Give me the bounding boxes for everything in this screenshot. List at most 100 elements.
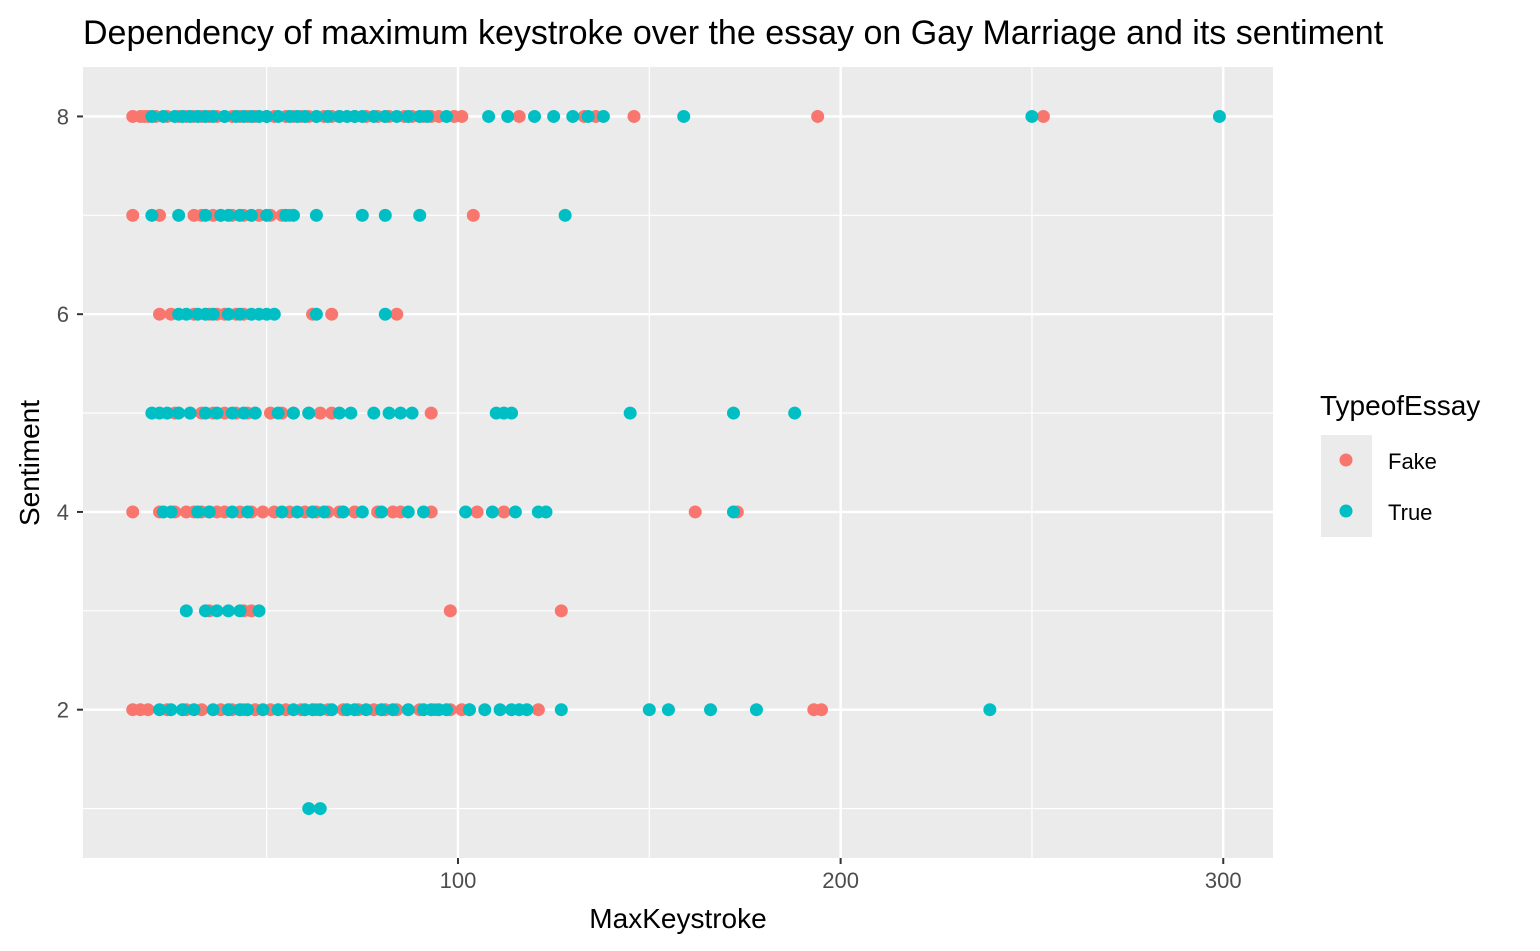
point-true [271,703,285,717]
point-true [344,406,358,420]
point-fake [313,406,327,420]
point-fake [466,208,480,222]
point-true [172,406,186,420]
point-true [394,406,408,420]
point-true [401,109,415,123]
point-true [355,109,369,123]
point-true [198,604,212,618]
point-true [440,109,454,123]
point-true [677,109,691,123]
point-fake [512,109,526,123]
point-true [554,703,568,717]
point-true [145,208,159,222]
point-true [164,505,178,519]
point-true [462,703,476,717]
point-true [210,406,224,420]
point-true [520,703,534,717]
point-true [309,109,323,123]
point-true [367,109,381,123]
legend-title: TypeofEssay [1320,390,1480,421]
point-fake [531,703,545,717]
x-tick-label: 100 [440,868,477,893]
point-true [332,406,346,420]
point-true [306,505,320,519]
point-true [983,703,997,717]
point-true [788,406,802,420]
point-true [325,703,339,717]
point-true [413,208,427,222]
point-true [210,604,224,618]
point-true [164,703,178,717]
point-true [225,505,239,519]
point-true [704,703,718,717]
point-true [225,406,239,420]
point-fake [325,307,339,321]
point-true [581,109,595,123]
point-true [302,406,316,420]
point-true [172,208,186,222]
point-true [233,604,247,618]
point-true [271,109,285,123]
y-tick-label: 4 [57,500,69,525]
point-true [252,604,266,618]
point-true [286,406,300,420]
point-true [749,703,763,717]
point-true [459,505,473,519]
point-true [321,109,335,123]
point-true [478,703,492,717]
point-true [145,109,159,123]
point-true [160,406,174,420]
point-fake [1036,109,1050,123]
point-fake [814,703,828,717]
x-axis-title: MaxKeystroke [589,903,766,934]
point-fake [153,307,167,321]
point-fake [811,109,825,123]
point-true [378,208,392,222]
point-true [267,307,281,321]
point-fake [497,505,511,519]
chart-title: Dependency of maximum keystroke over the… [83,14,1384,52]
point-true [221,604,235,618]
point-true [233,307,247,321]
point-true [566,109,580,123]
point-fake [688,505,702,519]
point-true [156,109,170,123]
legend-label-true: True [1388,500,1432,525]
point-true [1025,109,1039,123]
point-fake [470,505,484,519]
point-true [359,703,373,717]
point-true [198,208,212,222]
legend-label-fake: Fake [1388,449,1437,474]
point-fake [390,307,404,321]
point-true [348,703,362,717]
legend-key-fake [1339,453,1353,467]
axis-ticks: 100 200 300 2 4 6 8 [57,104,1242,893]
point-true [313,703,327,717]
point-fake [443,604,457,618]
point-true [248,406,262,420]
point-true [1212,109,1226,123]
point-true [420,109,434,123]
point-true [726,406,740,420]
point-true [309,307,323,321]
point-true [260,109,274,123]
point-true [528,109,542,123]
point-true [221,208,235,222]
point-true [206,703,220,717]
point-true [386,703,400,717]
point-true [505,406,519,420]
point-true [275,505,289,519]
point-true [175,703,189,717]
point-true [355,208,369,222]
point-true [187,703,201,717]
point-true [298,109,312,123]
point-true [202,505,216,519]
legend-key-true [1339,504,1353,518]
point-true [179,604,193,618]
point-true [309,208,323,222]
point-true [642,703,656,717]
point-true [313,802,327,816]
point-true [440,703,454,717]
point-true [317,505,331,519]
